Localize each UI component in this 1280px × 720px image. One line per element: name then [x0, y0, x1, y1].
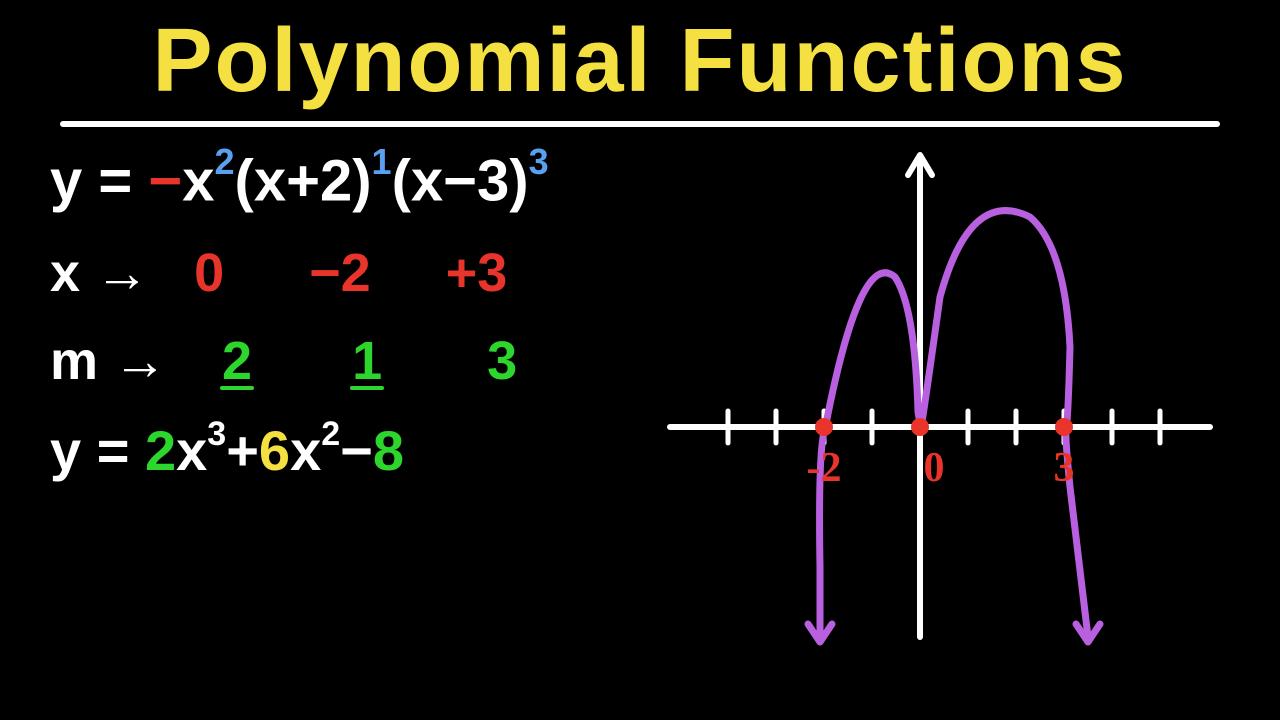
eq2-part: −	[340, 419, 373, 482]
eq-factor2: (x−3)	[392, 148, 529, 213]
mult-value-0: 2	[222, 330, 252, 392]
eq-x1: x	[182, 148, 214, 213]
eq2-part: x	[290, 419, 321, 482]
polynomial-graph: -2 0 3	[660, 147, 1220, 647]
root-value-1: −2	[309, 242, 371, 304]
eq2-part: +	[226, 419, 259, 482]
mult-value-2: 3	[487, 330, 517, 392]
root-value-0: 0	[194, 242, 224, 304]
equation-expanded: y = 2x3+6x2−8	[50, 418, 660, 483]
equation-factored: y = −x2(x+2)1(x−3)3	[50, 147, 660, 214]
graph-panel: -203	[660, 147, 1250, 483]
roots-row: x → 0 −2 +3	[50, 242, 660, 304]
roots-label: x →	[50, 242, 149, 304]
eq2-part: x	[176, 419, 207, 482]
eq-exp3: 3	[529, 141, 549, 182]
svg-text:-2: -2	[806, 445, 841, 491]
eq2-part: 6	[259, 419, 290, 482]
mult-value-1: 1	[352, 330, 382, 392]
multiplicity-row: m → 2 1 3	[50, 330, 660, 392]
eq2-part: 8	[373, 419, 404, 482]
eq-negative: −	[148, 148, 182, 213]
eq-factor1: (x+2)	[235, 148, 372, 213]
eq2-part: 3	[207, 415, 226, 453]
eq-exp2: 2	[215, 141, 235, 182]
content-area: y = −x2(x+2)1(x−3)3 x → 0 −2 +3 m → 2 1 …	[0, 147, 1280, 483]
root-value-2: +3	[446, 242, 508, 304]
page-title: Polynomial Functions	[0, 0, 1280, 113]
svg-text:0: 0	[923, 445, 944, 491]
eq2-part: 2	[321, 415, 340, 453]
svg-text:3: 3	[1053, 445, 1074, 491]
eq-exp1: 1	[372, 141, 392, 182]
eq2-part: y =	[50, 419, 145, 482]
title-underline	[60, 121, 1220, 127]
eq2-part: 2	[145, 419, 176, 482]
eq-y: y =	[50, 148, 148, 213]
equations-panel: y = −x2(x+2)1(x−3)3 x → 0 −2 +3 m → 2 1 …	[30, 147, 660, 483]
mult-label: m →	[50, 330, 167, 392]
